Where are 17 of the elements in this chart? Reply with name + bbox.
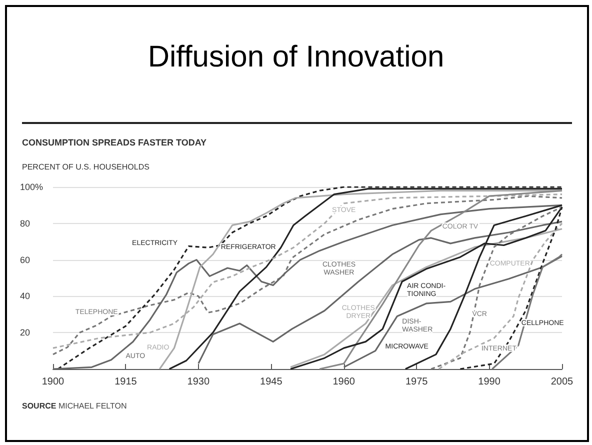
x-tick-label: 2005	[550, 376, 574, 388]
y-axis-title: PERCENT OF U.S. HOUSEHOLDS	[22, 162, 150, 172]
x-tick-label: 1960	[332, 376, 356, 388]
y-tick-label: 20	[20, 328, 30, 338]
x-tick-label: 1975	[405, 376, 428, 388]
source-note: SOURCE MICHAEL FELTON	[22, 402, 127, 410]
y-tick-label: 40	[20, 291, 30, 302]
y-tick-label: 60	[20, 254, 30, 265]
x-tick-label: 1945	[260, 376, 283, 388]
y-tick-label: 80	[20, 218, 30, 228]
x-tick-label: 1990	[478, 376, 501, 388]
x-tick-label: 1915	[114, 376, 138, 388]
chart-subtitle: CONSUMPTION SPREADS FASTER TODAY	[22, 138, 207, 148]
x-tick-label: 1900	[42, 376, 65, 388]
x-tick-label: 1930	[187, 376, 210, 388]
y-tick-label: 100%	[20, 182, 44, 192]
chart-title: Diffusion of Innovation	[148, 40, 444, 74]
